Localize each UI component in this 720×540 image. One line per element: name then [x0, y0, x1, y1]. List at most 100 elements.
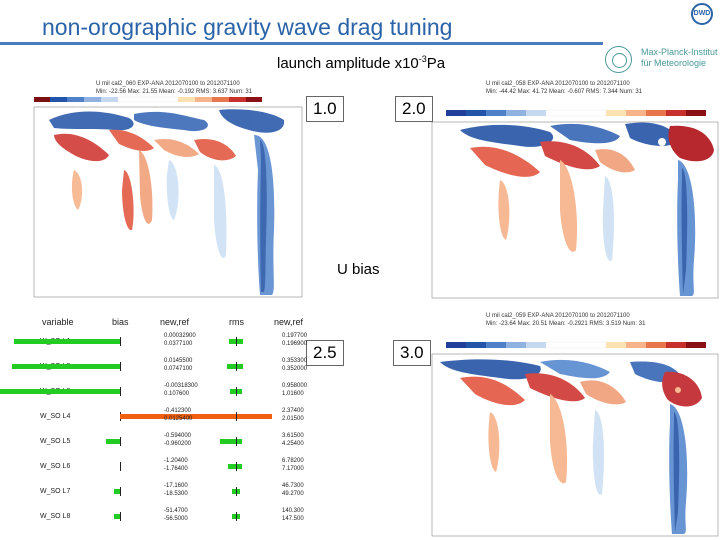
stats-row: W_SO L10.000329000.03771000.1977000.1969…: [0, 312, 310, 540]
stat-value: -51.4700: [164, 508, 188, 514]
bias-bar: [14, 339, 120, 344]
stat-value: 6.78200: [282, 458, 304, 464]
stats-row: W_SO L6 -1.20400 -1.76400 6.78200 7.17000: [0, 312, 310, 540]
plot-header-line2: Min: -23.64 Max: 20.51 Mean: -0.2921 RMS…: [486, 321, 646, 327]
plot-header-line1: U mil cal2_060 EXP-ANA 2012070100 to 201…: [96, 81, 240, 87]
stat-value: 0.00032900: [164, 333, 196, 339]
variable-name: W_SO L4: [40, 413, 71, 420]
stat-value: 49.2700: [282, 491, 304, 497]
bias-bar: [0, 389, 120, 394]
amplitude-label-4: 3.0: [393, 340, 431, 366]
bias-plot-1: U mil cal2_060 EXP-ANA 2012070100 to 201…: [14, 80, 304, 300]
stat-value: 3.61500: [282, 433, 304, 439]
rms-tick: [236, 487, 237, 496]
bias-zero-tick: [120, 512, 121, 521]
u-bias-label: U bias: [337, 261, 380, 278]
variable-name: W_SO L8: [40, 513, 71, 520]
amplitude-label-2: 2.0: [395, 96, 433, 122]
variable-name: W_SO L7: [40, 488, 71, 495]
stats-row: W_SO L20.01455000.07471000.3533000.35200…: [0, 312, 310, 540]
plot-header-line1: U mil cal2_058 EXP-ANA 2012070100 to 201…: [486, 81, 630, 87]
stat-value: 140.300: [282, 508, 304, 514]
plot-header-line2: Min: -22.56 Max: 21.55 Mean: -0.192 RMS:…: [96, 89, 253, 95]
stat-value: 0.0125400: [164, 416, 193, 422]
stat-value: 0.0377100: [164, 341, 193, 347]
col-header-bias: bias: [112, 317, 129, 327]
subtitle-unit: Pa: [426, 55, 446, 72]
bias-zero-tick: [120, 462, 121, 471]
subtitle-exponent: -3: [418, 54, 427, 64]
bias-bar: [106, 439, 120, 444]
stats-table: variable bias new,ref rms new,ref W_SO L…: [0, 312, 310, 540]
stat-value: 0.0145500: [164, 358, 193, 364]
col-header-rms: rms: [229, 317, 244, 327]
rms-tick: [236, 387, 237, 396]
stat-value: 46.7300: [282, 483, 304, 489]
stats-row: W_SO L8 -51.4700 -56.5000 140.300 147.500: [0, 312, 310, 540]
rms-tick: [236, 412, 237, 421]
stat-value: 0.196900: [282, 341, 308, 347]
variable-name: W_SO L5: [40, 438, 71, 445]
bias-bar: [114, 489, 120, 494]
stat-value: -17.1600: [164, 483, 188, 489]
bias-zero-tick: [120, 487, 121, 496]
bias-zero-tick: [120, 387, 121, 396]
stat-value: -1.20400: [164, 458, 188, 464]
mpi-logo: Max-Planck-Institut für Meteorologie: [605, 46, 718, 76]
stat-value: -0.960200: [164, 441, 192, 447]
stats-row: W_SO L5 -0.594000 -0.960200 3.61500 4.25400: [0, 312, 310, 540]
bias-zero-tick: [120, 437, 121, 446]
subtitle: launch amplitude x10-3Pa: [277, 54, 445, 72]
stat-value: 0.352000: [282, 366, 308, 372]
rms-tick: [236, 462, 237, 471]
mpi-seal-icon: [605, 46, 632, 73]
amplitude-label-1: 1.0: [306, 96, 344, 122]
slide-title: non-orographic gravity wave drag tuning: [42, 14, 453, 40]
bias-zero-tick: [120, 362, 121, 371]
stats-row: W_SO L3-0.003183000.1076000.9580001.0160…: [0, 312, 310, 540]
rms-bar: [228, 464, 242, 469]
dwd-logo-icon: DWD: [691, 3, 713, 25]
stat-value: 4.25400: [282, 441, 304, 447]
subtitle-prefix: launch amplitude x10: [277, 55, 419, 72]
rms-tick: [236, 437, 237, 446]
rms-bar: [220, 439, 242, 444]
plot-header-line2: Min: -44.42 Max: 41.72 Mean: -0.607 RMS:…: [486, 89, 643, 95]
stat-value: -0.594000: [164, 433, 192, 439]
rms-tick: [236, 512, 237, 521]
plot-header-line1: U mil cal2_059 EXP-ANA 2012070100 to 201…: [486, 313, 630, 319]
stats-row: W_SO L4 -0.412300 0.0125400 2.37400 2.01500: [0, 312, 310, 540]
bias-plot-3: U mil cal2_059 EXP-ANA 2012070100 to 201…: [430, 312, 720, 538]
col-header-bias-newref: new,ref: [160, 317, 190, 327]
stat-value: 0.0747100: [164, 366, 193, 372]
stat-value: 0.353300: [282, 358, 308, 364]
variable-name: W_SO L6: [40, 463, 71, 470]
stat-value: 7.17000: [282, 466, 304, 472]
stat-value: 147.500: [282, 516, 304, 522]
stat-value: 2.01500: [282, 416, 304, 422]
bias-plot-2: U mil cal2_058 EXP-ANA 2012070100 to 201…: [430, 80, 720, 300]
col-header-rms-newref: new,ref: [274, 317, 304, 327]
mpi-logo-text: Max-Planck-Institut für Meteorologie: [641, 47, 718, 68]
stats-row: W_SO L7 -17.1600 -18.5300 46.7300 49.2700: [0, 312, 310, 540]
rms-bar: [120, 414, 272, 419]
stat-value: 0.197700: [282, 333, 308, 339]
stat-value: 0.958000: [282, 383, 308, 389]
bias-bar: [12, 364, 120, 369]
stat-value: -18.5300: [164, 491, 188, 497]
rms-tick: [236, 362, 237, 371]
stat-value: 2.37400: [282, 408, 304, 414]
amplitude-label-3: 2.5: [306, 340, 344, 366]
col-header-variable: variable: [42, 317, 74, 327]
stat-value: -0.00318300: [164, 383, 198, 389]
rms-tick: [236, 337, 237, 346]
stat-value: 0.107600: [164, 391, 190, 397]
bias-bar: [114, 514, 120, 519]
bias-zero-tick: [120, 337, 121, 346]
stat-value: 1.01600: [282, 391, 304, 397]
rms-bar: [227, 364, 243, 369]
title-divider: [0, 42, 603, 45]
stat-value: -1.76400: [164, 466, 188, 472]
stat-value: -0.412300: [164, 408, 192, 414]
